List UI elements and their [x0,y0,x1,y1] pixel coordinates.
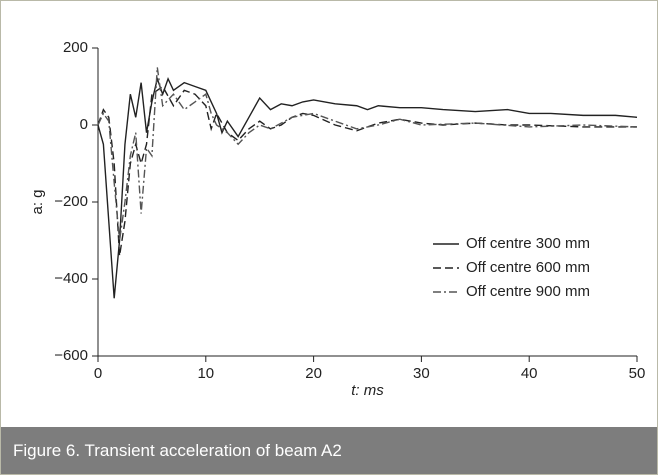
x-tick-label: 50 [629,365,646,382]
chart: −600 −400 −200 0 200 0 10 20 30 40 50 t: ms a: g Off … [29,39,646,399]
y-tick-label: −400 [54,270,88,287]
data-line [97,76,638,299]
legend-label: Off centre 900 mm [466,283,590,300]
x-axis-label: t: ms [351,382,384,399]
y-tick-label: 200 [63,39,88,56]
x-tick-label: 10 [197,365,214,382]
caption: Figure 6. Transient acceleration of beam… [1,427,657,474]
y-tick-label: −200 [54,193,88,210]
y-axis-label: a: g [29,189,46,214]
legend-label: Off centre 300 mm [466,235,590,252]
legend-label: Off centre 600 mm [466,259,590,276]
x-tick-label: 40 [521,365,538,382]
x-tick-label: 30 [413,365,430,382]
y-tick-label: −600 [54,347,88,364]
y-tick-label: 0 [80,116,88,133]
data-line [97,85,637,257]
x-tick-label: 0 [94,365,102,382]
data-line [97,67,638,241]
x-tick-label: 20 [305,365,322,382]
